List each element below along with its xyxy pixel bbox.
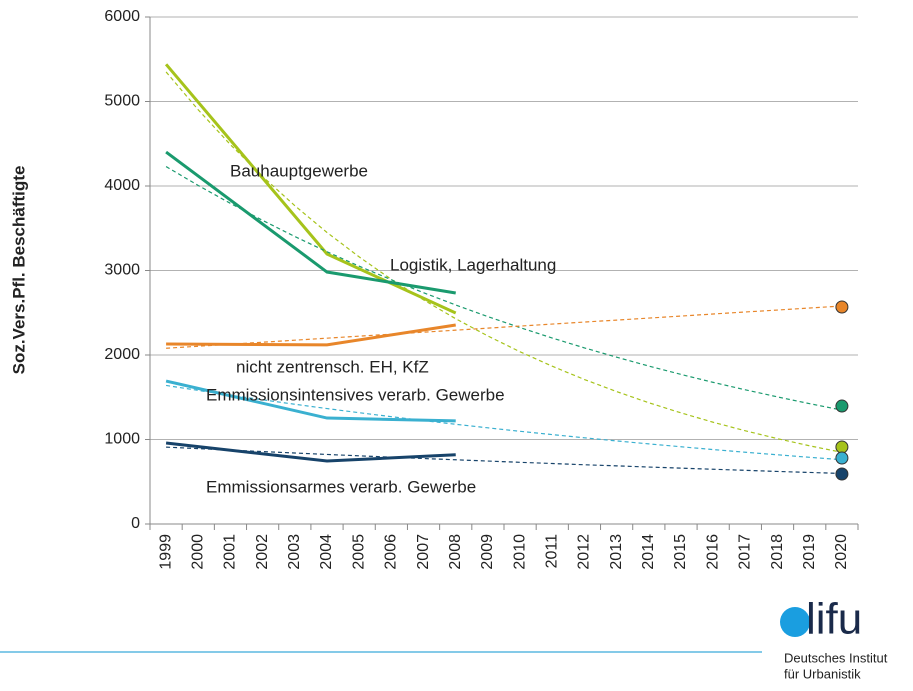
x-tick-label: 2003 [286, 534, 303, 570]
x-tick-label: 2007 [415, 534, 432, 570]
x-tick-label: 2016 [704, 534, 721, 570]
x-tick-label: 2002 [254, 534, 271, 570]
x-tick-label: 2001 [222, 534, 239, 570]
series-line [165, 379, 456, 423]
forecast-point [835, 467, 849, 481]
x-tick-label: 1999 [157, 534, 174, 570]
trend-line [166, 305, 842, 349]
series-line [165, 150, 456, 295]
x-tick-label: 2017 [737, 534, 754, 570]
x-tick-label: 2018 [769, 534, 786, 570]
x-tick-label: 2000 [189, 534, 206, 570]
trend-line [165, 384, 842, 461]
x-tick-label: 2012 [576, 534, 593, 570]
trend-line [165, 166, 843, 411]
y-tick-label: 0 [131, 515, 140, 532]
x-tick-label: 2010 [511, 534, 528, 570]
series-label: Emmissionsarmes verarb. Gewerbe [206, 477, 476, 496]
logo-dot [780, 607, 810, 637]
x-tick-label: 2004 [318, 534, 335, 570]
y-tick-label: 5000 [104, 93, 140, 110]
series-line [165, 441, 456, 463]
y-tick-label: 2000 [104, 346, 140, 363]
y-axis-label: Soz.Vers.Pfl. Beschäftigte [9, 166, 28, 375]
x-tick-label: 2019 [801, 534, 818, 570]
trend-line [166, 446, 842, 475]
x-tick-label: 2013 [608, 534, 625, 570]
logo-line: für Urbanistik [784, 666, 861, 681]
x-tick-label: 2009 [479, 534, 496, 570]
y-tick-label: 3000 [104, 262, 140, 279]
series-label: Logistik, Lagerhaltung [390, 255, 556, 274]
series-label: nicht zentrensch. EH, KfZ [236, 357, 429, 376]
y-tick-label: 6000 [104, 8, 140, 25]
x-tick-label: 2020 [833, 534, 850, 570]
x-tick-label: 2011 [543, 534, 560, 569]
series-line [164, 63, 457, 315]
logo-line: Deutsches Institut [784, 650, 888, 665]
series-label: Bauhauptgewerbe [230, 161, 368, 180]
forecast-point [835, 300, 849, 314]
x-tick-label: 2005 [350, 534, 367, 570]
series-label: Emmissionsintensives verarb. Gewerbe [206, 385, 505, 404]
y-tick-label: 1000 [104, 431, 140, 448]
forecast-point [835, 440, 849, 454]
x-tick-label: 2008 [447, 534, 464, 570]
x-tick-label: 2006 [383, 534, 400, 570]
forecast-point [835, 399, 849, 413]
logo-mark: lifu [806, 595, 862, 644]
series-line [166, 323, 456, 347]
trend-line [165, 71, 843, 453]
forecast-point [835, 451, 849, 465]
y-tick-label: 4000 [104, 177, 140, 194]
x-tick-label: 2014 [640, 534, 657, 570]
x-tick-label: 2015 [672, 534, 689, 570]
